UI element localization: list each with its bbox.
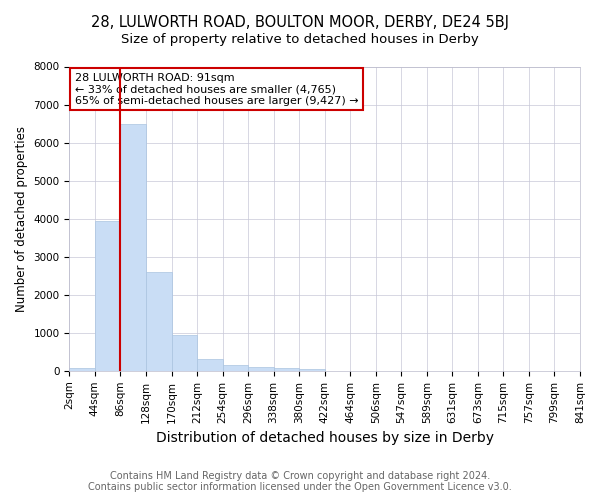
Text: 28 LULWORTH ROAD: 91sqm
← 33% of detached houses are smaller (4,765)
65% of semi: 28 LULWORTH ROAD: 91sqm ← 33% of detache… [74,72,358,106]
Y-axis label: Number of detached properties: Number of detached properties [15,126,28,312]
Text: Contains HM Land Registry data © Crown copyright and database right 2024.
Contai: Contains HM Land Registry data © Crown c… [88,471,512,492]
Bar [70,368,95,371]
Bar [197,358,223,371]
Text: Size of property relative to detached houses in Derby: Size of property relative to detached ho… [121,32,479,46]
Bar [95,220,121,371]
Bar [248,366,274,371]
Text: 28, LULWORTH ROAD, BOULTON MOOR, DERBY, DE24 5BJ: 28, LULWORTH ROAD, BOULTON MOOR, DERBY, … [91,15,509,30]
Bar [172,334,197,371]
Bar [146,272,172,371]
X-axis label: Distribution of detached houses by size in Derby: Distribution of detached houses by size … [156,431,494,445]
Bar [299,368,325,371]
Bar [274,368,299,371]
Bar [223,366,248,371]
Bar [121,124,146,371]
